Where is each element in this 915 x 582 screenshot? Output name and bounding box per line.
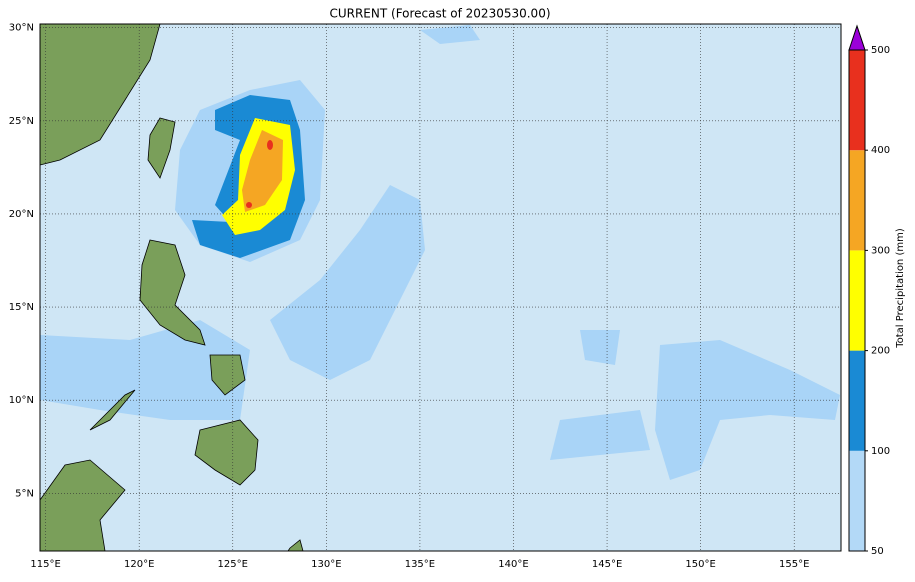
y-tick-label: 20°N — [9, 209, 34, 220]
land — [39, 23, 304, 552]
colorbar-extend — [848, 24, 866, 51]
colorbar-segment — [849, 50, 865, 151]
x-tick-label: 140°E — [498, 559, 528, 570]
extreme-precip — [267, 140, 273, 150]
colorbar-tick-label: 100 — [871, 446, 890, 457]
colorbar-tick-label: 400 — [871, 145, 890, 156]
extreme-precip — [246, 202, 252, 208]
x-tick-label: 155°E — [779, 559, 809, 570]
x-tick-label: 115°E — [30, 559, 60, 570]
y-tick-label: 30°N — [9, 23, 34, 34]
colorbar-tick-label: 200 — [871, 346, 890, 357]
map-body — [39, 23, 842, 552]
colorbar-tick-label: 50 — [871, 546, 884, 557]
x-tick-label: 125°E — [218, 559, 248, 570]
map-frame — [39, 23, 842, 552]
colorbar-tick-label: 500 — [871, 45, 890, 56]
colorbar-segment — [849, 450, 865, 551]
x-tick-label: 120°E — [124, 559, 154, 570]
x-tick-label: 145°E — [592, 559, 622, 570]
x-tick-label: 135°E — [405, 559, 435, 570]
map-title: CURRENT (Forecast of 20230530.00) — [329, 7, 550, 21]
y-tick-label: 25°N — [9, 116, 34, 127]
very-heavy-precip — [242, 130, 283, 212]
x-tick-label: 130°E — [311, 559, 341, 570]
colorbar-tick-label: 300 — [871, 245, 890, 256]
y-tick-label: 15°N — [9, 302, 34, 313]
colorbar-segment — [849, 150, 865, 251]
grid — [40, 24, 841, 551]
colorbar-segment — [849, 350, 865, 451]
colorbar-frame — [848, 49, 866, 552]
y-tick-label: 5°N — [15, 488, 34, 499]
y-tick-label: 10°N — [9, 395, 34, 406]
x-tick-label: 150°E — [685, 559, 715, 570]
colorbar-segment — [849, 250, 865, 351]
colorbar-label: Total Precipitation (mm) — [895, 228, 906, 349]
